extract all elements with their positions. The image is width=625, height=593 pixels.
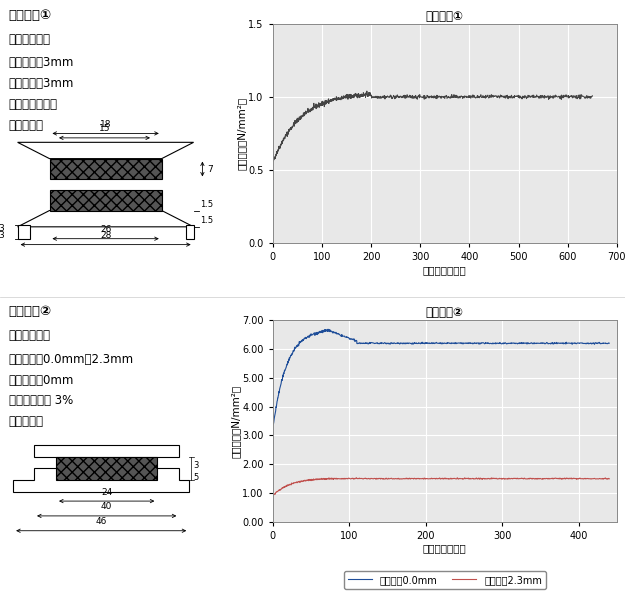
- Text: 28: 28: [100, 231, 111, 240]
- Bar: [56, 457, 158, 480]
- Text: 3: 3: [0, 224, 4, 233]
- Text: 試験治具：: 試験治具：: [9, 415, 44, 428]
- Text: 試験水：塩水 3%: 試験水：塩水 3%: [9, 394, 73, 407]
- Text: 40: 40: [101, 502, 112, 511]
- Text: 目違い量：0mm: 目違い量：0mm: [9, 374, 74, 387]
- Text: 目開き量：3mm: 目開き量：3mm: [9, 56, 74, 69]
- Text: 18: 18: [100, 120, 111, 129]
- Y-axis label: 接面応力（N/mm²）: 接面応力（N/mm²）: [237, 97, 247, 170]
- Text: 試験水：精製水: 試験水：精製水: [9, 98, 58, 111]
- Text: 24: 24: [101, 487, 112, 496]
- Text: 3: 3: [194, 461, 199, 470]
- Polygon shape: [18, 142, 194, 159]
- Text: 26: 26: [100, 225, 111, 234]
- Text: 5: 5: [194, 473, 199, 482]
- Text: 1.5: 1.5: [200, 216, 213, 225]
- Y-axis label: 接面応力（N/mm²）: 接面応力（N/mm²）: [231, 384, 241, 458]
- Text: 目違い量：3mm: 目違い量：3mm: [9, 77, 74, 90]
- Title: 試験結果②: 試験結果②: [426, 306, 464, 319]
- Text: 試験結果②: 試験結果②: [9, 305, 52, 318]
- Text: 1.5: 1.5: [200, 200, 213, 209]
- Text: 試験治具：: 試験治具：: [9, 119, 44, 132]
- Text: 15: 15: [99, 125, 110, 133]
- Text: ＜試験条件＞: ＜試験条件＞: [9, 329, 51, 342]
- Bar: [186, 225, 194, 239]
- Text: 7: 7: [207, 164, 212, 174]
- X-axis label: 浸漬日数（日）: 浸漬日数（日）: [423, 265, 467, 275]
- Text: 46: 46: [96, 517, 107, 527]
- X-axis label: 浸漬日数（日）: 浸漬日数（日）: [423, 544, 467, 554]
- Polygon shape: [13, 468, 189, 492]
- Bar: [49, 190, 162, 211]
- Text: 試験結果①: 試験結果①: [9, 9, 52, 22]
- Bar: [49, 159, 162, 179]
- Bar: [18, 225, 30, 239]
- Legend: 目開き量0.0mm, 目開き量2.3mm: 目開き量0.0mm, 目開き量2.3mm: [344, 571, 546, 589]
- Text: 目開き量：0.0mm、2.3mm: 目開き量：0.0mm、2.3mm: [9, 353, 134, 366]
- Text: 3: 3: [0, 231, 4, 240]
- Bar: [34, 445, 179, 457]
- Text: ＜試験条件＞: ＜試験条件＞: [9, 33, 51, 46]
- Polygon shape: [18, 211, 194, 227]
- Title: 試験結果①: 試験結果①: [426, 9, 464, 23]
